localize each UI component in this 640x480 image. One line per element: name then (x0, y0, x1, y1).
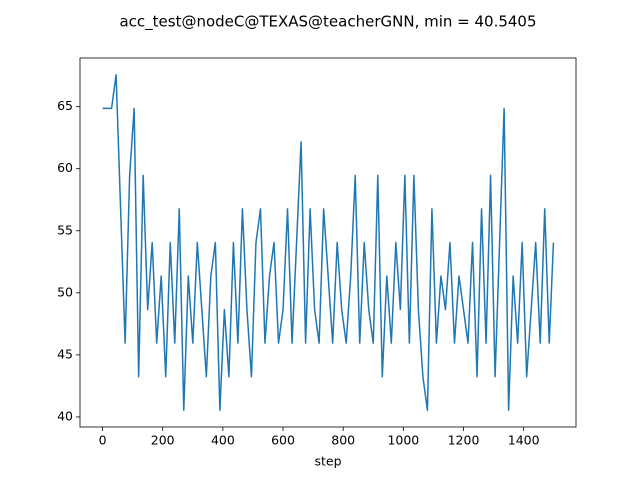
x-tick-label: 400 (211, 433, 235, 448)
chart-title: acc_test@nodeC@TEXAS@teacherGNN, min = 4… (119, 13, 536, 32)
x-tick-label: 1000 (387, 433, 419, 448)
y-tick-label: 40 (57, 408, 73, 423)
x-axis-label: step (314, 454, 341, 469)
x-tick-label: 200 (151, 433, 175, 448)
y-tick-label: 45 (57, 346, 73, 361)
y-tick-label: 60 (57, 160, 73, 175)
plot-frame (79, 57, 577, 428)
x-tick-label: 1200 (448, 433, 480, 448)
x-tick-label: 800 (331, 433, 355, 448)
y-tick-label: 65 (57, 98, 73, 113)
y-tick-label: 50 (57, 284, 73, 299)
x-tick-label: 1400 (508, 433, 540, 448)
y-tick-label: 55 (57, 222, 73, 237)
x-tick-label: 0 (99, 433, 107, 448)
x-tick-label: 600 (271, 433, 295, 448)
data-line (102, 74, 555, 411)
